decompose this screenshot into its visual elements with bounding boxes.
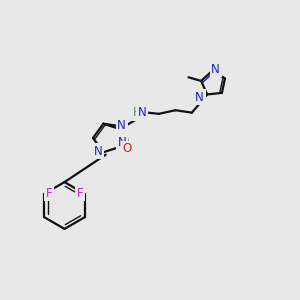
Text: N: N (118, 136, 126, 149)
Text: H: H (133, 106, 141, 119)
Text: N: N (94, 145, 102, 158)
Text: F: F (46, 187, 52, 200)
Text: N: N (212, 63, 220, 76)
Text: N: N (117, 119, 126, 132)
Text: N: N (195, 91, 204, 103)
Text: F: F (77, 187, 83, 200)
Text: O: O (122, 142, 132, 155)
Text: N: N (138, 106, 147, 119)
